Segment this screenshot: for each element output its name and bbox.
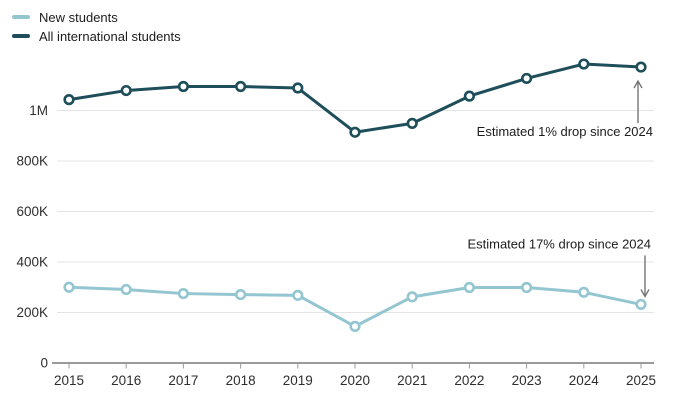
- data-point-marker: [349, 320, 361, 332]
- data-point-marker: [235, 80, 247, 93]
- y-tick-label: 400K: [16, 255, 48, 270]
- data-point-marker: [235, 288, 247, 301]
- data-point-marker: [463, 90, 476, 102]
- x-tick-label: 2019: [283, 373, 313, 388]
- data-point-marker: [63, 94, 75, 106]
- data-point-marker: [292, 82, 304, 94]
- data-point-marker: [635, 61, 647, 73]
- data-point-marker: [463, 281, 476, 294]
- series-line: [67, 62, 643, 134]
- x-tick-label: 2023: [512, 373, 542, 388]
- y-tick-label: 800K: [16, 154, 48, 169]
- x-tick-label: 2025: [626, 373, 656, 388]
- data-point-marker: [406, 117, 418, 129]
- data-point-marker: [578, 58, 590, 70]
- data-point-marker: [177, 287, 189, 300]
- y-tick-label: 200K: [16, 305, 48, 320]
- annotation-text-1pct-drop: Estimated 1% drop since 2024: [477, 124, 653, 139]
- x-tick-label: 2022: [454, 373, 484, 388]
- data-point-marker: [635, 298, 647, 311]
- legend-label-new-students: New students: [39, 9, 118, 25]
- x-tick-label: 2015: [54, 373, 84, 388]
- y-tick-label: 1M: [29, 103, 48, 118]
- data-point-marker: [292, 289, 304, 301]
- y-tick-label: 0: [40, 356, 48, 371]
- series-line: [67, 285, 643, 328]
- new-students-line-swatch-icon: [12, 15, 30, 19]
- data-point-marker: [177, 80, 189, 93]
- legend-item-new-students: New students: [12, 9, 181, 25]
- x-tick-label: 2017: [168, 373, 198, 388]
- legend-label-all-international-students: All international students: [39, 28, 181, 44]
- data-point-marker: [120, 283, 132, 296]
- data-point-marker: [578, 286, 590, 298]
- x-tick-label: 2016: [111, 373, 141, 388]
- data-point-marker: [120, 84, 132, 97]
- x-tick-label: 2021: [397, 373, 427, 388]
- x-tick-label: 2024: [569, 373, 600, 388]
- legend-item-all-international-students: All international students: [12, 28, 181, 44]
- all-international-students-line-swatch-icon: [12, 34, 30, 38]
- y-tick-label: 600K: [16, 204, 48, 219]
- data-point-marker: [63, 281, 75, 293]
- data-point-marker: [349, 126, 361, 138]
- x-tick-label: 2020: [340, 373, 370, 388]
- x-tick-label: 2018: [226, 373, 256, 388]
- annotation-text-17pct-drop: Estimated 17% drop since 2024: [467, 236, 651, 251]
- data-point-marker: [520, 72, 533, 85]
- data-point-marker: [520, 281, 533, 294]
- legend: New students All international students: [12, 9, 181, 44]
- data-point-marker: [406, 291, 418, 303]
- chart-generated-layer: 2015 2016 2017 2018 2019 2020 2021 2022 2023 2024…: [16, 58, 656, 388]
